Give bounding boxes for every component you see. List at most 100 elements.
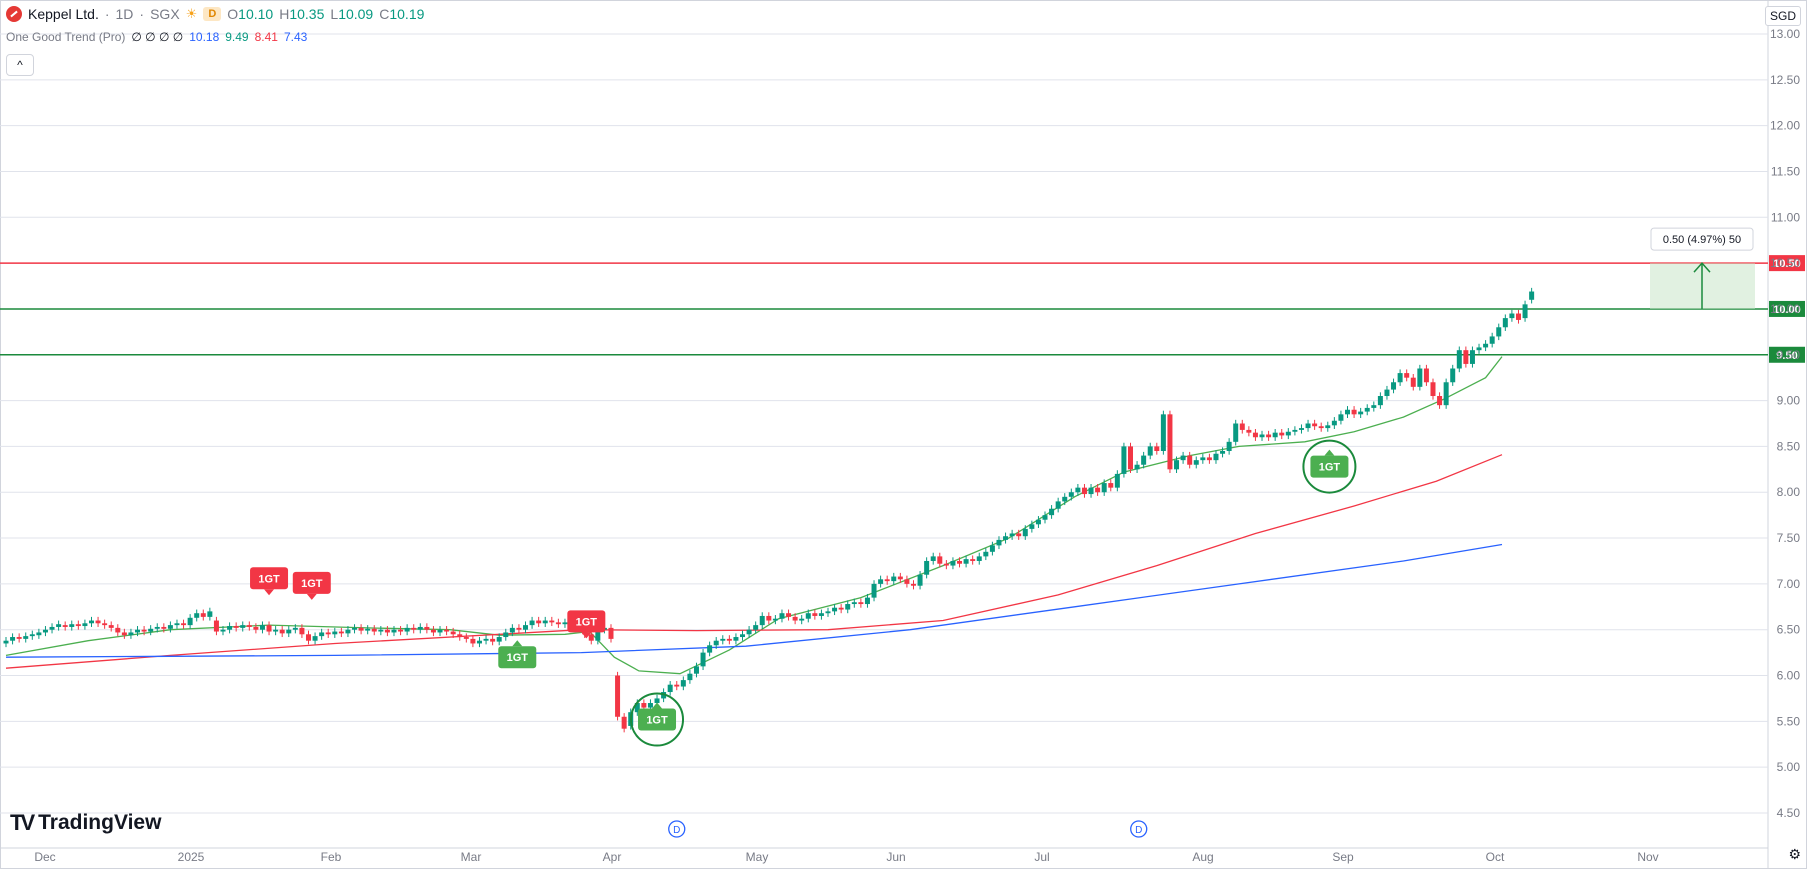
candle-body (970, 559, 976, 561)
y-tick-label: 9.00 (1777, 394, 1801, 408)
candle-body (1384, 389, 1390, 397)
candle-body (29, 634, 35, 637)
candle-body (759, 615, 765, 626)
x-tick-label: Sep (1332, 850, 1354, 864)
candle-body (1404, 373, 1410, 378)
candle-body (1049, 508, 1055, 516)
gear-icon[interactable]: ⚙ (1788, 846, 1801, 862)
candle-body (878, 579, 884, 584)
ohlc-close: C10.19 (379, 6, 425, 22)
candle-body (69, 624, 75, 627)
candle-body (1377, 396, 1383, 406)
buy-signal-box (1310, 455, 1349, 478)
candle-body (1476, 347, 1482, 351)
candle-body (483, 638, 489, 641)
moving-average-line (5, 454, 1503, 669)
candle-body (240, 625, 246, 628)
y-tick-label: 5.00 (1777, 760, 1801, 774)
buy-signal-label: 1GT (1319, 462, 1341, 474)
candle-body (1345, 409, 1351, 415)
candle-body (23, 636, 29, 639)
candle-body (279, 629, 285, 634)
candle-body (299, 627, 305, 635)
candle-body (1022, 528, 1028, 537)
x-tick-label: Feb (321, 850, 342, 864)
candle-body (1187, 455, 1193, 465)
candle-body (713, 640, 719, 646)
candle-body (963, 559, 969, 564)
currency-label[interactable]: SGD (1764, 6, 1801, 26)
price-label-bg (1769, 346, 1805, 363)
candle-body (851, 602, 857, 605)
candle-body (167, 625, 173, 629)
tradingview-logo[interactable]: TV TradingView (10, 810, 161, 836)
candle-body (845, 604, 851, 610)
candle-body (1443, 382, 1449, 406)
interval[interactable]: 1D (115, 6, 134, 22)
candle-body (536, 620, 542, 624)
candle-body (108, 625, 114, 628)
candle-body (838, 607, 844, 610)
collapse-legend-button[interactable]: ^ (6, 54, 34, 76)
candle-body (917, 574, 923, 586)
candle-body (187, 617, 193, 626)
candle-body (1509, 313, 1515, 319)
candle-body (1101, 483, 1107, 493)
x-tick-label: Aug (1192, 850, 1213, 864)
symbol-name[interactable]: Keppel Ltd. (28, 6, 99, 22)
candle-body (1437, 396, 1443, 406)
y-tick-label: 4.50 (1777, 806, 1801, 820)
x-tick-label: Nov (1637, 850, 1658, 864)
candle-body (1417, 368, 1423, 387)
candle-body (95, 620, 101, 624)
candle-body (227, 626, 233, 630)
candle-body (1338, 414, 1344, 421)
candle-body (82, 623, 88, 627)
candle-body (772, 618, 778, 621)
sell-signal-box (292, 571, 331, 594)
sell-signal-pointer (306, 593, 317, 600)
candle-body (654, 698, 660, 704)
candle-body (476, 640, 482, 644)
candle-body (509, 627, 515, 633)
candle-body (957, 560, 963, 564)
candle-body (549, 620, 555, 623)
candle-body (161, 626, 167, 629)
candle-body (1081, 487, 1087, 495)
candle-body (1193, 460, 1199, 465)
candle-body (897, 576, 903, 580)
candle-body (634, 703, 640, 713)
candle-body (3, 640, 9, 644)
ohlc-high: H10.35 (279, 6, 325, 22)
candle-body (786, 613, 792, 617)
candle-body (1029, 524, 1035, 529)
candle-body (148, 628, 154, 632)
candle-body (1285, 431, 1291, 436)
candle-body (733, 637, 739, 641)
y-tick-label: 13.00 (1770, 27, 1800, 41)
candle-body (1206, 457, 1212, 461)
candle-body (647, 703, 653, 708)
candle-body (49, 626, 55, 630)
candle-body (1134, 464, 1140, 470)
candle-body (858, 602, 864, 605)
axes: 13.00 12.50 12.00 11.50 11.00 10.50 10.00 9.50 9… (34, 27, 1800, 864)
candle-body (1351, 409, 1357, 415)
candle-body (891, 576, 897, 582)
candle-body (312, 636, 318, 641)
buy-signal-pointer (652, 702, 663, 709)
candle-body (1502, 318, 1508, 328)
candle-body (1174, 460, 1180, 470)
candle-body (1463, 350, 1469, 364)
candle-body (503, 632, 509, 638)
measure-box: 0.50 (4.97%) 50 (1650, 227, 1755, 309)
dividend-event-label: D (1135, 825, 1142, 836)
indicator-value-2: 9.49 (225, 30, 249, 44)
candle-body (56, 624, 62, 627)
indicator-legend[interactable]: One Good Trend (Pro) ∅ ∅ ∅ ∅ 10.18 9.49 … (6, 30, 307, 44)
indicator-name[interactable]: One Good Trend (Pro) (6, 30, 126, 44)
x-tick-label: Mar (461, 850, 482, 864)
candle-body (384, 629, 390, 633)
